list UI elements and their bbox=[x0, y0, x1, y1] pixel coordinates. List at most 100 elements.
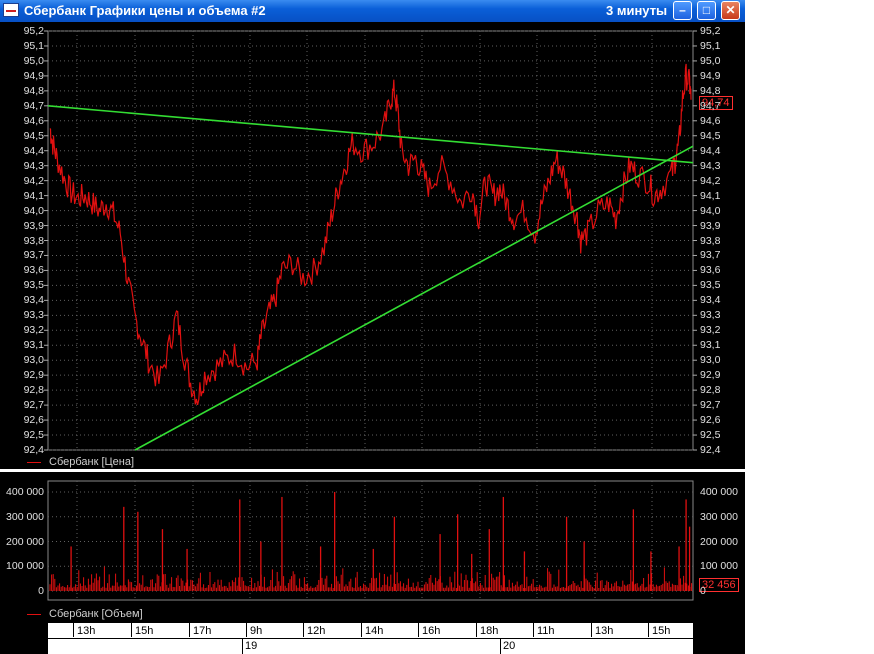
price-ytick-label: 93,8 bbox=[700, 234, 721, 247]
time-tick-mark bbox=[303, 623, 304, 637]
price-ytick-label: 93,3 bbox=[700, 309, 721, 322]
volume-ytick-label: 100 000 bbox=[700, 560, 738, 573]
close-button[interactable]: ✕ bbox=[721, 1, 740, 20]
time-tick-label: 15h bbox=[652, 625, 671, 637]
price-ytick-label: 93,8 bbox=[23, 234, 44, 247]
price-ytick-label: 95,1 bbox=[700, 39, 721, 52]
price-ytick-label: 93,0 bbox=[700, 354, 721, 367]
price-ytick-label: 92,7 bbox=[23, 399, 44, 412]
window-title: Сбербанк Графики цены и объема #2 bbox=[24, 3, 266, 18]
price-ytick-label: 95,2 bbox=[700, 25, 721, 37]
time-tick-label: 9h bbox=[250, 625, 263, 637]
time-tick-mark bbox=[418, 623, 419, 637]
trend-line-resistance bbox=[47, 105, 694, 164]
price-ytick-label: 94,9 bbox=[23, 69, 44, 82]
price-ytick-label: 94,8 bbox=[700, 84, 721, 97]
price-legend: Сбербанк [Цена] bbox=[27, 456, 134, 468]
time-tick-mark bbox=[533, 623, 534, 637]
price-ytick-label: 92,6 bbox=[700, 414, 721, 427]
price-ytick-label: 92,8 bbox=[23, 384, 44, 397]
volume-ytick-label: 0 bbox=[700, 585, 706, 597]
time-axis[interactable]: 13h 15h 17h 9h 12h 14h 16h 18h 11h 13h 15h 19 20 bbox=[48, 623, 693, 654]
volume-ytick-label: 300 000 bbox=[6, 510, 44, 523]
panel-separator[interactable] bbox=[0, 469, 745, 472]
volume-legend-label: Сбербанк [Объем] bbox=[49, 608, 143, 620]
minimize-button[interactable]: – bbox=[673, 1, 692, 20]
price-ytick-label: 93,4 bbox=[700, 294, 721, 307]
day-separator bbox=[500, 639, 501, 654]
price-ytick-label: 92,7 bbox=[700, 399, 721, 412]
price-ytick-label: 93,3 bbox=[23, 309, 44, 322]
price-ytick-label: 93,2 bbox=[23, 324, 44, 337]
price-ytick-label: 93,6 bbox=[23, 264, 44, 277]
trend-line-support bbox=[134, 145, 694, 451]
time-tick-label: 14h bbox=[365, 625, 384, 637]
price-ytick-label: 93,1 bbox=[700, 339, 721, 352]
price-ytick-label: 94,9 bbox=[700, 69, 721, 82]
maximize-button[interactable]: □ bbox=[697, 1, 716, 20]
price-ytick-label: 94,7 bbox=[700, 99, 721, 112]
price-ytick-label: 93,2 bbox=[700, 324, 721, 337]
price-ytick-label: 92,4 bbox=[700, 444, 721, 456]
time-tick-label: 16h bbox=[422, 625, 441, 637]
price-ytick-label: 94,2 bbox=[700, 174, 721, 187]
time-tick-mark bbox=[476, 623, 477, 637]
price-legend-swatch bbox=[27, 461, 41, 463]
day-label: 19 bbox=[245, 640, 258, 652]
price-ytick-label: 92,4 bbox=[23, 444, 44, 456]
time-tick-label: 15h bbox=[135, 625, 154, 637]
price-ytick-label: 94,8 bbox=[23, 84, 44, 97]
price-ytick-label: 95,0 bbox=[700, 54, 721, 67]
price-ytick-label: 93,9 bbox=[700, 219, 721, 232]
title-bar[interactable]: Сбербанк Графики цены и объема #2 3 мину… bbox=[0, 0, 745, 22]
price-ytick-label: 93,7 bbox=[23, 249, 44, 262]
price-ytick-label: 93,5 bbox=[23, 279, 44, 292]
price-ytick-label: 94,4 bbox=[700, 144, 721, 157]
time-tick-label: 13h bbox=[77, 625, 96, 637]
time-tick-label: 17h bbox=[193, 625, 212, 637]
price-ytick-label: 94,1 bbox=[23, 189, 44, 202]
price-ytick-label: 93,4 bbox=[23, 294, 44, 307]
price-ytick-label: 95,1 bbox=[23, 39, 44, 52]
price-volume-chart bbox=[44, 30, 697, 601]
price-ytick-label: 92,8 bbox=[700, 384, 721, 397]
time-tick-mark bbox=[131, 623, 132, 637]
price-ytick-label: 94,6 bbox=[23, 114, 44, 127]
time-tick-mark bbox=[591, 623, 592, 637]
price-ytick-label: 92,6 bbox=[23, 414, 44, 427]
price-ytick-label: 93,1 bbox=[23, 339, 44, 352]
time-axis-divider bbox=[48, 638, 693, 639]
chart-window-icon[interactable] bbox=[3, 3, 19, 17]
time-tick-label: 13h bbox=[595, 625, 614, 637]
time-tick-mark bbox=[361, 623, 362, 637]
day-label: 20 bbox=[503, 640, 516, 652]
price-ytick-label: 94,0 bbox=[23, 204, 44, 217]
time-tick-label: 12h bbox=[307, 625, 326, 637]
price-ytick-label: 94,7 bbox=[23, 99, 44, 112]
price-ytick-label: 94,3 bbox=[700, 159, 721, 172]
price-ytick-label: 94,5 bbox=[23, 129, 44, 142]
price-series-line bbox=[49, 63, 692, 406]
volume-ytick-label: 200 000 bbox=[6, 535, 44, 548]
price-ytick-label: 94,4 bbox=[23, 144, 44, 157]
price-ytick-label: 93,9 bbox=[23, 219, 44, 232]
time-tick-mark bbox=[246, 623, 247, 637]
day-separator bbox=[242, 639, 243, 654]
volume-bars bbox=[49, 566, 693, 591]
price-ytick-label: 93,6 bbox=[700, 264, 721, 277]
price-legend-label: Сбербанк [Цена] bbox=[49, 456, 135, 468]
price-ytick-label: 94,5 bbox=[700, 129, 721, 142]
chart-window: Сбербанк Графики цены и объема #2 3 мину… bbox=[0, 0, 745, 654]
price-ytick-label: 94,3 bbox=[23, 159, 44, 172]
time-tick-label: 11h bbox=[537, 625, 555, 637]
price-last-value: 94,74 bbox=[699, 96, 733, 110]
volume-ytick-label: 300 000 bbox=[700, 510, 738, 523]
volume-ytick-label: 100 000 bbox=[6, 560, 44, 573]
volume-ytick-label: 400 000 bbox=[700, 486, 738, 498]
price-ytick-label: 94,1 bbox=[700, 189, 721, 202]
volume-ytick-label: 400 000 bbox=[6, 486, 44, 498]
price-ytick-label: 94,0 bbox=[700, 204, 721, 217]
price-ytick-label: 92,9 bbox=[23, 369, 44, 382]
price-ytick-label: 95,0 bbox=[23, 54, 44, 67]
price-ytick-label: 95,2 bbox=[23, 25, 44, 37]
